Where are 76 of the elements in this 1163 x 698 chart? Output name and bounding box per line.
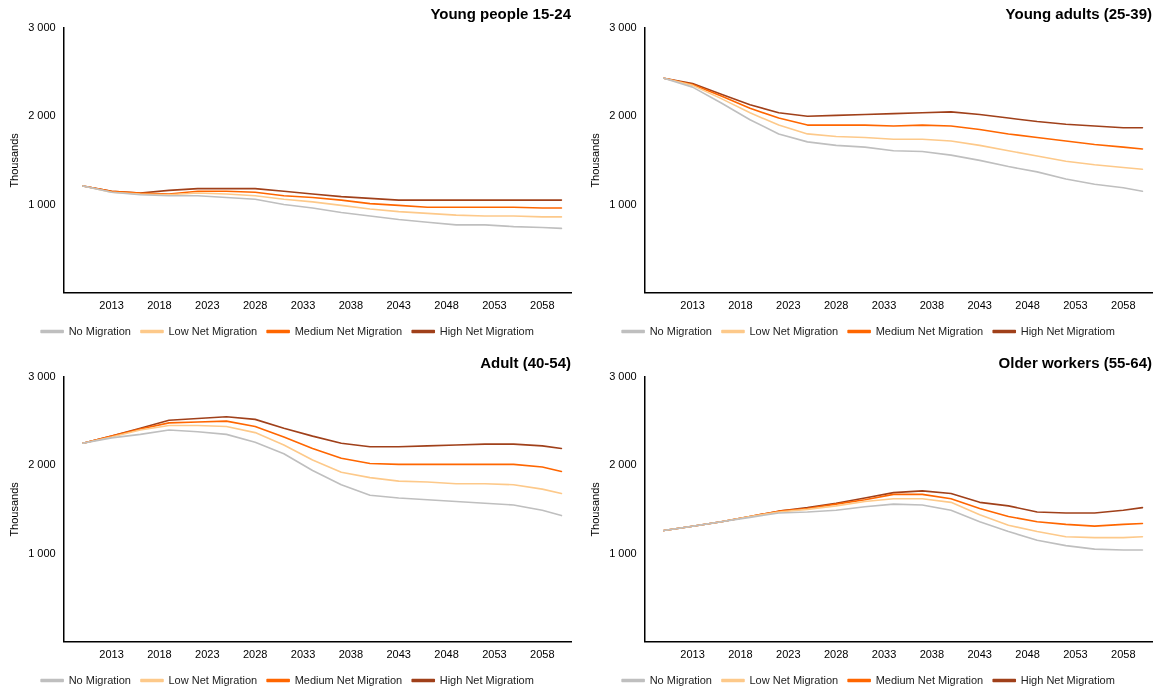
x-tick-label: 2043 bbox=[967, 299, 992, 312]
legend-label: Medium Net Migration bbox=[875, 324, 984, 337]
chart-title: Adult (40-54) bbox=[480, 354, 571, 372]
y-tick-label: 3 000 bbox=[28, 21, 56, 34]
x-tick-label: 2033 bbox=[290, 299, 316, 312]
y-tick-label: 3 000 bbox=[609, 21, 637, 34]
x-tick-label: 2028 bbox=[823, 299, 849, 312]
x-tick-label: 2013 bbox=[99, 648, 124, 661]
legend-label: High Net Migratiom bbox=[439, 673, 534, 686]
x-tick-label: 2018 bbox=[728, 299, 753, 312]
legend-label: Medium Net Migration bbox=[875, 673, 984, 686]
x-tick-label: 2038 bbox=[919, 299, 945, 312]
x-tick-label: 2043 bbox=[386, 299, 411, 312]
y-tick-label: 2 000 bbox=[609, 109, 637, 122]
x-tick-label: 2048 bbox=[1015, 299, 1040, 312]
x-tick-label: 2038 bbox=[919, 648, 945, 661]
x-tick-label: 2053 bbox=[482, 299, 507, 312]
legend-label: Low Net Migration bbox=[749, 324, 839, 337]
x-tick-label: 2058 bbox=[530, 299, 555, 312]
x-tick-label: 2033 bbox=[290, 648, 316, 661]
legend-label: Medium Net Migration bbox=[294, 673, 403, 686]
legend-label: No Migration bbox=[68, 673, 131, 686]
x-tick-label: 2053 bbox=[1063, 648, 1088, 661]
x-tick-label: 2023 bbox=[776, 648, 801, 661]
chart-title: Young adults (25-39) bbox=[1005, 5, 1152, 23]
legend-label: No Migration bbox=[649, 673, 712, 686]
x-tick-label: 2013 bbox=[680, 299, 705, 312]
x-tick-label: 2048 bbox=[434, 648, 459, 661]
legend-label: High Net Migratiom bbox=[1020, 324, 1115, 337]
chart-title: Young people 15-24 bbox=[430, 5, 572, 23]
x-tick-label: 2023 bbox=[195, 648, 220, 661]
y-tick-label: 1 000 bbox=[609, 546, 637, 559]
x-tick-label: 2048 bbox=[434, 299, 459, 312]
x-tick-label: 2033 bbox=[871, 648, 897, 661]
legend-label: No Migration bbox=[649, 324, 712, 337]
x-tick-label: 2058 bbox=[1111, 648, 1136, 661]
y-tick-label: 2 000 bbox=[609, 458, 637, 471]
x-tick-label: 2018 bbox=[147, 648, 172, 661]
y-tick-label: 1 000 bbox=[609, 197, 637, 210]
x-tick-label: 2058 bbox=[530, 648, 555, 661]
x-tick-label: 2028 bbox=[242, 648, 268, 661]
legend-label: High Net Migratiom bbox=[439, 324, 534, 337]
x-tick-label: 2018 bbox=[728, 648, 753, 661]
legend-label: Low Net Migration bbox=[168, 324, 258, 337]
legend-label: High Net Migratiom bbox=[1020, 673, 1115, 686]
x-tick-label: 2043 bbox=[967, 648, 992, 661]
y-axis-title: Thousands bbox=[7, 132, 20, 188]
chart-title: Older workers (55-64) bbox=[998, 354, 1152, 372]
x-tick-label: 2053 bbox=[1063, 299, 1088, 312]
x-tick-label: 2018 bbox=[147, 299, 172, 312]
x-tick-label: 2043 bbox=[386, 648, 411, 661]
y-tick-label: 1 000 bbox=[28, 546, 56, 559]
x-tick-label: 2013 bbox=[680, 648, 705, 661]
y-tick-label: 2 000 bbox=[28, 458, 56, 471]
x-tick-label: 2048 bbox=[1015, 648, 1040, 661]
y-axis-title: Thousands bbox=[7, 481, 20, 537]
x-tick-label: 2028 bbox=[242, 299, 268, 312]
y-tick-label: 1 000 bbox=[28, 197, 56, 210]
y-tick-label: 3 000 bbox=[28, 370, 56, 383]
legend-label: Low Net Migration bbox=[749, 673, 839, 686]
y-axis-title: Thousands bbox=[588, 481, 601, 537]
x-tick-label: 2053 bbox=[482, 648, 507, 661]
x-tick-label: 2038 bbox=[338, 648, 364, 661]
x-tick-label: 2028 bbox=[823, 648, 849, 661]
x-tick-label: 2023 bbox=[195, 299, 220, 312]
legend-label: Low Net Migration bbox=[168, 673, 258, 686]
x-tick-label: 2033 bbox=[871, 299, 897, 312]
x-tick-label: 2038 bbox=[338, 299, 364, 312]
x-tick-label: 2023 bbox=[776, 299, 801, 312]
legend-label: Medium Net Migration bbox=[294, 324, 403, 337]
x-tick-label: 2013 bbox=[99, 299, 124, 312]
x-tick-label: 2058 bbox=[1111, 299, 1136, 312]
y-axis-title: Thousands bbox=[588, 132, 601, 188]
y-tick-label: 3 000 bbox=[609, 370, 637, 383]
y-tick-label: 2 000 bbox=[28, 109, 56, 122]
legend-label: No Migration bbox=[68, 324, 131, 337]
